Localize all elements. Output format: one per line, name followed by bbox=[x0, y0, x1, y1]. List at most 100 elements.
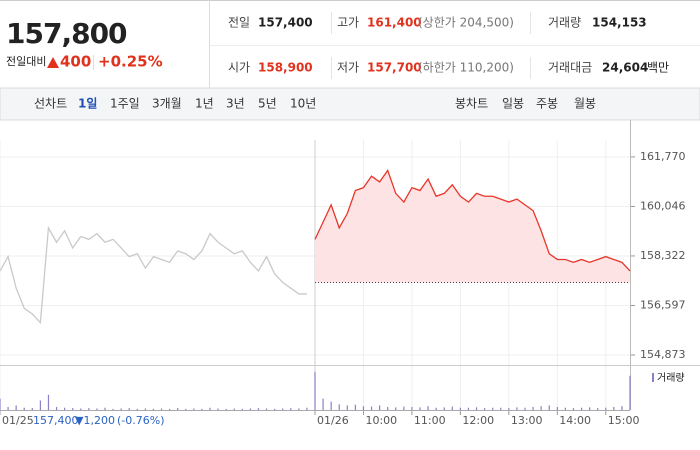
volume-bar bbox=[338, 404, 340, 410]
tabs: 선차트 1일 1주일 3개월 1년 3년 5년 10년 봉차트 일봉 주봉 월봉 bbox=[34, 97, 596, 111]
volume-bar bbox=[322, 398, 324, 410]
volume-bar bbox=[516, 407, 518, 410]
volume-bar bbox=[47, 394, 50, 410]
period-tab[interactable]: 1주일 bbox=[110, 97, 140, 111]
volume-bar bbox=[346, 405, 348, 410]
change-percent: +0.25% bbox=[98, 53, 163, 71]
change-amount: 400 bbox=[60, 53, 91, 71]
volume-bar bbox=[508, 408, 510, 410]
period-tab[interactable]: 10년 bbox=[290, 97, 316, 111]
volume-bar bbox=[411, 406, 413, 410]
tab-bar bbox=[0, 87, 700, 121]
volume-bar bbox=[72, 408, 74, 410]
prev-close: 157,400 bbox=[33, 414, 79, 427]
volume-bar bbox=[419, 407, 421, 410]
volume-bar bbox=[128, 408, 130, 410]
volume-bar bbox=[112, 408, 114, 410]
volume-bar bbox=[395, 407, 397, 410]
stat-unit: 백만 bbox=[647, 61, 669, 75]
stat-label: 거래대금 bbox=[548, 61, 592, 75]
volume-bar bbox=[605, 407, 607, 410]
period-tab[interactable]: 3년 bbox=[226, 97, 245, 111]
volume-bar bbox=[80, 408, 82, 410]
volume-bar bbox=[209, 407, 211, 410]
volume-bar bbox=[104, 407, 106, 410]
volume-bar bbox=[169, 408, 171, 410]
period-tab[interactable]: 주봉 bbox=[536, 97, 558, 111]
x-tick-label: 01/26 bbox=[317, 414, 349, 427]
price-line bbox=[0, 225, 307, 325]
volume-bar bbox=[524, 407, 526, 410]
stat-value: 157,400 bbox=[258, 16, 313, 30]
volume-bar bbox=[370, 406, 373, 410]
volume-bar bbox=[314, 372, 316, 410]
x-tick-label: 13:00 bbox=[511, 414, 543, 427]
stat-label: 전일 bbox=[228, 16, 250, 30]
volume-bar bbox=[379, 405, 381, 410]
volume-bar bbox=[298, 408, 300, 410]
volume-bar bbox=[193, 408, 195, 410]
volume-bar bbox=[282, 408, 284, 410]
volume-bar bbox=[572, 408, 575, 410]
prev-change: ▼1,200 bbox=[75, 414, 115, 427]
x-tick-label: 12:00 bbox=[462, 414, 494, 427]
tab-label: 봉차트 bbox=[455, 97, 488, 111]
stat-value: 157,700 bbox=[367, 61, 422, 75]
volume-bar bbox=[185, 408, 187, 410]
volume-bar bbox=[540, 406, 542, 410]
current-price: 157,800 bbox=[6, 17, 127, 50]
volume-bar bbox=[435, 407, 437, 410]
volume-bar bbox=[64, 407, 66, 410]
tab-label: 선차트 bbox=[34, 97, 67, 111]
volume-bar bbox=[532, 406, 534, 410]
stat-value: 161,400 bbox=[367, 16, 422, 30]
chart: 161,770 160,046 158,322 156,597 154,873 01/25… bbox=[0, 120, 700, 427]
volume-bar bbox=[217, 408, 219, 410]
price-line bbox=[314, 169, 631, 272]
area bbox=[315, 170, 630, 283]
stat-value: 158,900 bbox=[258, 61, 313, 75]
volume-bar bbox=[427, 406, 429, 410]
volume-bar bbox=[387, 406, 389, 410]
volume-bar bbox=[451, 406, 453, 410]
volume-bar bbox=[257, 408, 260, 410]
legend-label: 거래량 bbox=[657, 372, 685, 384]
stat-note: (상한가 204,500) bbox=[418, 16, 514, 30]
volume-bar bbox=[548, 405, 550, 410]
period-tab[interactable]: 1일 bbox=[78, 97, 97, 111]
stat-label: 시가 bbox=[228, 61, 250, 75]
stat-label: 저가 bbox=[337, 61, 359, 75]
stat-label: 고가 bbox=[337, 16, 359, 30]
volume-bar bbox=[613, 406, 615, 410]
period-tab[interactable]: 월봉 bbox=[574, 97, 596, 111]
up-arrow-icon bbox=[47, 57, 59, 68]
stat-value: 154,153 bbox=[592, 16, 647, 30]
volume-bar bbox=[556, 406, 558, 410]
volume-bar bbox=[152, 408, 155, 410]
volume-bar bbox=[564, 407, 566, 410]
stat-note: (하한가 110,200) bbox=[418, 61, 514, 75]
volume-bar bbox=[241, 408, 243, 410]
volume-bar bbox=[621, 406, 623, 410]
volume-bar bbox=[31, 408, 33, 410]
volume-bar bbox=[459, 407, 461, 410]
stat-value: 24,604 bbox=[602, 61, 648, 75]
volume-bar bbox=[492, 407, 494, 410]
volume-bar bbox=[23, 407, 25, 410]
stat-label: 거래량 bbox=[548, 16, 581, 30]
volume-bar bbox=[274, 408, 276, 410]
volume-bar bbox=[500, 407, 502, 410]
period-tab[interactable]: 일봉 bbox=[502, 97, 524, 111]
volume-bar bbox=[0, 398, 1, 410]
period-tab[interactable]: 1년 bbox=[195, 97, 214, 111]
y-tick-label: 161,770 bbox=[640, 150, 686, 163]
volume-bar bbox=[362, 406, 365, 410]
period-tab[interactable]: 5년 bbox=[258, 97, 277, 111]
volume-bar bbox=[597, 408, 599, 410]
volume-bar bbox=[403, 406, 405, 410]
volume-bar bbox=[330, 401, 332, 410]
volume-bar bbox=[225, 408, 227, 410]
volume-bar bbox=[484, 408, 486, 410]
period-tab[interactable]: 3개월 bbox=[152, 97, 182, 111]
